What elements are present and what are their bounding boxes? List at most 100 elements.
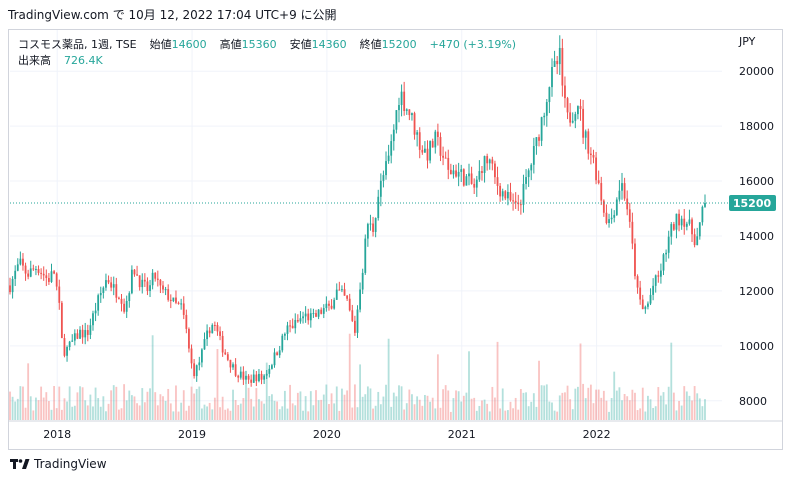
candle-body — [499, 185, 502, 197]
chart-frame[interactable] — [8, 29, 783, 450]
candle-body — [597, 180, 600, 184]
volume-bar — [543, 385, 546, 420]
volume-bar — [317, 400, 320, 420]
candle-body — [639, 287, 642, 300]
candle-body — [45, 275, 48, 279]
footer-brand[interactable]: TradingView — [10, 457, 107, 471]
volume-bar — [597, 389, 600, 420]
header-line: TradingView.com で 10月 12, 2022 17:04 UTC… — [8, 6, 337, 23]
candle-body — [424, 148, 426, 153]
volume-bar — [364, 394, 367, 420]
candle-body — [429, 141, 432, 161]
candle-body — [496, 177, 499, 186]
volume-bar — [696, 393, 699, 420]
volume-bar — [315, 390, 317, 420]
candle-body — [473, 183, 476, 188]
x-tick-label: 2020 — [313, 428, 341, 441]
grid-layer — [9, 30, 782, 422]
candle-body — [426, 148, 429, 161]
candle-body — [32, 268, 35, 270]
volume-bar — [130, 395, 133, 420]
volume-bar — [514, 397, 517, 420]
legend-close-label: 終値 — [359, 38, 382, 51]
volume-bar — [338, 410, 341, 420]
candle-body — [631, 221, 634, 244]
volume-bar — [60, 409, 63, 420]
volume-bar — [112, 385, 115, 420]
candle-body — [138, 275, 141, 288]
candle-body — [517, 202, 520, 205]
x-axis: 2018 2019 2020 2021 2022 — [43, 428, 610, 441]
volume-bar — [94, 387, 97, 420]
candle-body — [543, 115, 546, 118]
volume-bar — [444, 385, 447, 420]
candle-body — [595, 157, 597, 181]
volume-bar — [133, 396, 136, 420]
volume-bar — [50, 409, 53, 420]
candle-body — [377, 196, 380, 218]
volume-bar — [434, 408, 437, 420]
candle-body — [71, 340, 74, 342]
volume-bar — [548, 401, 551, 420]
candle-body — [545, 102, 548, 116]
candle-body — [247, 375, 250, 380]
volume-bar — [172, 411, 175, 420]
volume-layer — [9, 333, 706, 420]
volume-bar — [226, 408, 229, 420]
volume-bar — [421, 405, 424, 420]
candle-body — [143, 279, 146, 282]
candle-body — [374, 217, 377, 232]
volume-bar — [693, 386, 696, 420]
candle-body — [634, 243, 636, 277]
volume-bar — [506, 410, 509, 420]
volume-bar — [377, 391, 380, 420]
candle-body — [224, 352, 227, 355]
volume-bar — [405, 403, 408, 420]
volume-bar — [283, 390, 286, 420]
legend-open-value: 14600 — [171, 38, 207, 51]
volume-bar — [387, 338, 390, 420]
candle-body — [94, 310, 97, 314]
volume-bar — [589, 384, 592, 420]
volume-bar — [473, 397, 476, 420]
candle-body — [696, 236, 699, 246]
volume-bar — [136, 403, 138, 420]
volume-bar — [657, 387, 660, 420]
volume-bar — [175, 385, 177, 420]
volume-bar — [561, 392, 564, 420]
volume-bar — [468, 351, 470, 420]
candle-body — [361, 272, 364, 290]
volume-bar — [488, 411, 491, 420]
candle-body — [289, 325, 291, 327]
candle-body — [317, 309, 320, 317]
candle-body — [283, 333, 286, 336]
volume-bar — [79, 386, 81, 420]
candle-body — [610, 217, 613, 220]
candle-body — [22, 258, 24, 266]
candle-body — [667, 236, 670, 253]
candle-body — [359, 289, 361, 310]
volume-bar — [81, 387, 84, 420]
volume-bar — [647, 395, 649, 420]
volume-bar — [641, 387, 644, 420]
candle-body — [613, 214, 616, 218]
candle-body — [501, 191, 504, 197]
volume-bar — [600, 397, 603, 420]
candle-body — [605, 212, 608, 224]
candle-body — [403, 91, 406, 112]
volume-bar — [538, 360, 540, 420]
volume-bar — [11, 396, 14, 420]
candle-body — [470, 173, 473, 184]
volume-bar — [551, 402, 553, 420]
volume-bar — [496, 341, 499, 420]
volume-bar — [577, 386, 579, 420]
candle-body — [654, 275, 657, 286]
volume-bar — [66, 401, 68, 420]
volume-bar — [392, 392, 395, 420]
volume-bar — [564, 392, 566, 420]
candle-body — [390, 141, 393, 156]
candle-body — [346, 295, 349, 299]
volume-bar — [408, 389, 411, 420]
volume-bar — [84, 400, 87, 420]
